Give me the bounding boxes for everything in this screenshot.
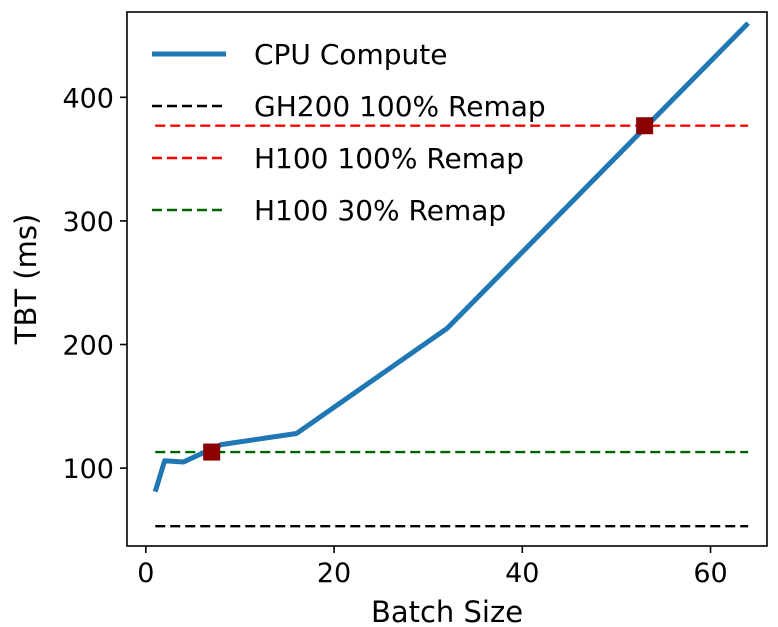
x-tick-label: 40 — [505, 558, 539, 589]
legend-label-1: CPU Compute — [254, 38, 448, 71]
legend-label-2: GH200 100% Remap — [254, 90, 546, 123]
y-tick-label: 200 — [62, 331, 114, 362]
legend: CPU Compute GH200 100% Remap H100 100% Rem… — [152, 38, 546, 227]
legend-label-3: H100 100% Remap — [254, 142, 524, 175]
x-tick-label: 20 — [317, 558, 351, 589]
y-tick-label: 300 — [62, 207, 114, 238]
tick-layer: 0 20 40 60 100 200 300 400 — [62, 83, 727, 589]
y-tick-label: 400 — [62, 83, 114, 114]
x-tick-label: 60 — [693, 558, 727, 589]
marker-crossover-100 — [636, 117, 654, 135]
x-axis-label: Batch Size — [371, 595, 523, 627]
series-layer — [152, 21, 750, 493]
marker-crossover-30 — [203, 443, 221, 461]
legend-label-4: H100 30% Remap — [254, 194, 506, 227]
y-tick-label: 100 — [62, 454, 114, 485]
x-tick-label: 0 — [137, 558, 154, 589]
reference-lines — [155, 124, 749, 528]
y-axis-label: TBT (ms) — [9, 214, 43, 346]
plot-frame — [126, 11, 768, 547]
marker-layer — [203, 117, 654, 461]
series-line-1 — [152, 21, 750, 493]
